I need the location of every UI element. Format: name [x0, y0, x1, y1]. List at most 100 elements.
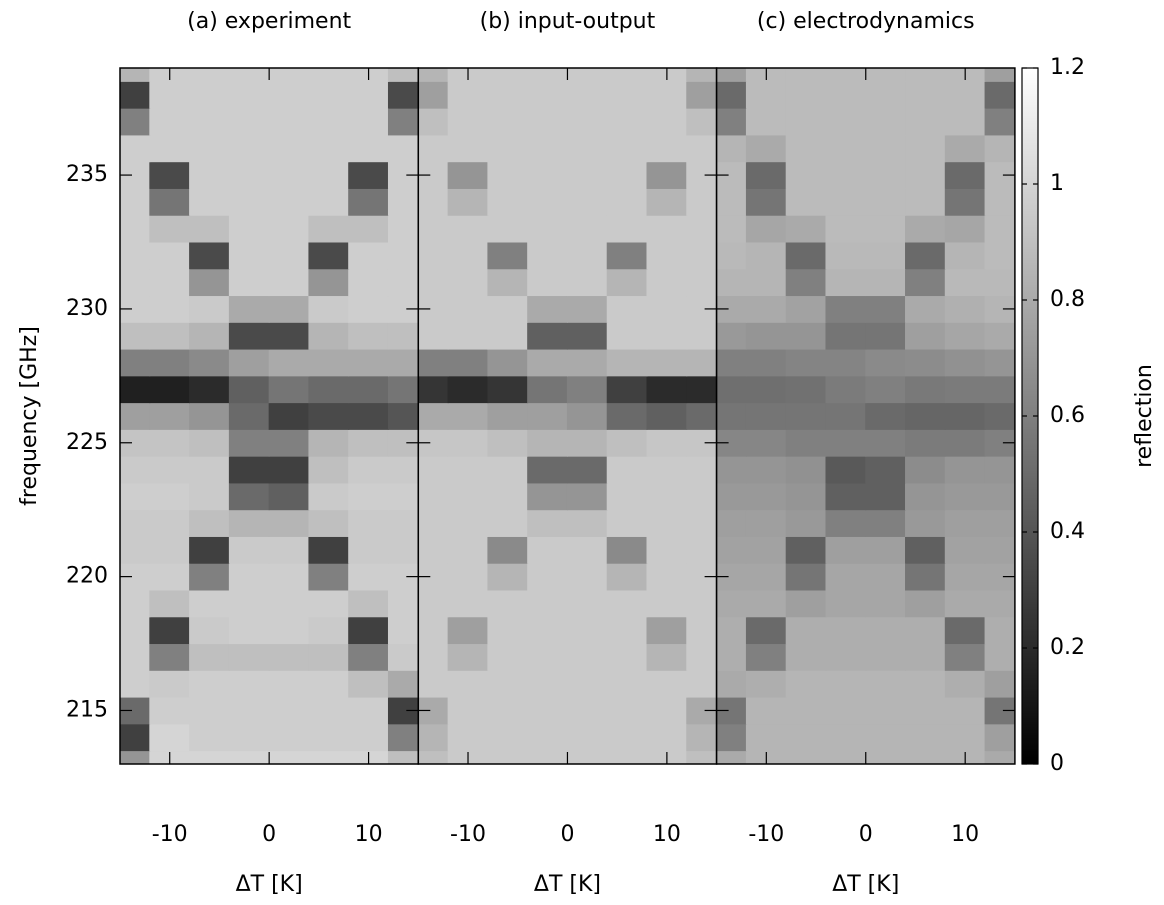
heat-cell: [308, 669, 350, 698]
heat-cell: [745, 295, 787, 323]
heat-cell: [447, 268, 489, 297]
heat-cell: [686, 750, 717, 764]
heat-cell: [308, 80, 350, 109]
heat-cell: [149, 80, 191, 109]
heat-cell: [905, 723, 946, 752]
heat-cell: [944, 589, 986, 618]
heat-cell: [189, 535, 230, 564]
heat-cell: [686, 455, 717, 484]
heat-cell: [418, 187, 449, 216]
heat-cell: [189, 509, 230, 537]
heat-cell: [865, 375, 907, 404]
heat-cell: [785, 589, 827, 618]
heat-cell: [308, 134, 350, 163]
heat-cell: [745, 616, 787, 645]
heat-cell: [905, 402, 946, 430]
heat-cell: [905, 428, 946, 457]
heat-cell: [120, 482, 151, 511]
heat-cell: [120, 187, 151, 216]
heat-cell: [716, 535, 747, 564]
heat-cell: [606, 187, 648, 216]
heat-cell: [487, 696, 529, 725]
colorbar-tick-label: 1.2: [1050, 55, 1085, 80]
heat-cell: [944, 241, 986, 270]
y-tick-label: 230: [66, 296, 108, 321]
heat-cell: [865, 161, 907, 189]
heat-cell: [745, 482, 787, 511]
heat-cell: [745, 161, 787, 189]
heat-cell: [447, 295, 489, 323]
x-tick-label: 10: [951, 822, 979, 847]
heat-cell: [447, 107, 489, 136]
heat-cell: [268, 616, 310, 645]
heat-cell: [944, 455, 986, 484]
heat-cell: [348, 214, 389, 243]
panel-title: (c) electrodynamics: [757, 9, 975, 34]
heat-cell: [348, 348, 389, 377]
heat-cell: [646, 375, 688, 404]
heat-cell: [268, 509, 310, 537]
x-axis-label: ΔT [K]: [534, 872, 601, 897]
heat-cell: [487, 402, 529, 430]
heat-cell: [606, 616, 648, 645]
heat-cell: [487, 348, 529, 377]
heat-cell: [716, 241, 747, 270]
heat-cell: [646, 107, 688, 136]
heat-cell: [905, 268, 946, 297]
heat-cell: [268, 187, 310, 216]
heat-cell: [566, 535, 608, 564]
heat-cell: [716, 80, 747, 109]
heat-cell: [785, 375, 827, 404]
heat-cell: [606, 428, 648, 457]
heat-cell: [566, 562, 608, 591]
heat-cell: [984, 321, 1015, 350]
heat-cell: [686, 214, 717, 243]
heat-cell: [387, 241, 419, 270]
heat-cell: [308, 589, 350, 618]
heat-cell: [487, 214, 529, 243]
heat-cell: [527, 348, 568, 377]
heat-cell: [686, 348, 717, 377]
heat-cell: [120, 80, 151, 109]
heat-cell: [487, 187, 529, 216]
heat-cell: [566, 375, 608, 404]
heatmap: [120, 68, 419, 764]
heat-cell: [189, 348, 230, 377]
heat-cell: [149, 268, 191, 297]
heat-cell: [487, 68, 529, 82]
panel-title: (a) experiment: [187, 9, 351, 34]
heat-cell: [745, 589, 787, 618]
x-tick-label: 0: [262, 822, 276, 847]
heat-cell: [447, 482, 489, 511]
heat-cell: [825, 428, 867, 457]
heat-cell: [686, 402, 717, 430]
heat-cell: [825, 107, 867, 136]
heat-cell: [825, 750, 867, 764]
heatmap: [716, 68, 1015, 764]
heat-cell: [606, 80, 648, 109]
heat-cell: [686, 616, 717, 645]
heat-cell: [716, 669, 747, 698]
heat-cell: [646, 134, 688, 163]
heat-cell: [308, 241, 350, 270]
heat-cell: [745, 214, 787, 243]
heat-cell: [418, 455, 449, 484]
heat-cell: [268, 214, 310, 243]
colorbar-tick-label: 0: [1050, 751, 1064, 776]
heat-cell: [745, 562, 787, 591]
heat-cell: [189, 107, 230, 136]
heat-cell: [228, 455, 270, 484]
heat-cell: [825, 375, 867, 404]
heat-cell: [865, 241, 907, 270]
heat-cell: [348, 643, 389, 671]
heat-cell: [418, 616, 449, 645]
heat-cell: [308, 455, 350, 484]
heat-cell: [905, 187, 946, 216]
heat-cell: [686, 268, 717, 297]
heat-cell: [716, 134, 747, 163]
heat-cell: [825, 161, 867, 189]
heat-cell: [646, 696, 688, 725]
heat-cell: [905, 375, 946, 404]
heat-cell: [566, 723, 608, 752]
heat-cell: [387, 375, 419, 404]
